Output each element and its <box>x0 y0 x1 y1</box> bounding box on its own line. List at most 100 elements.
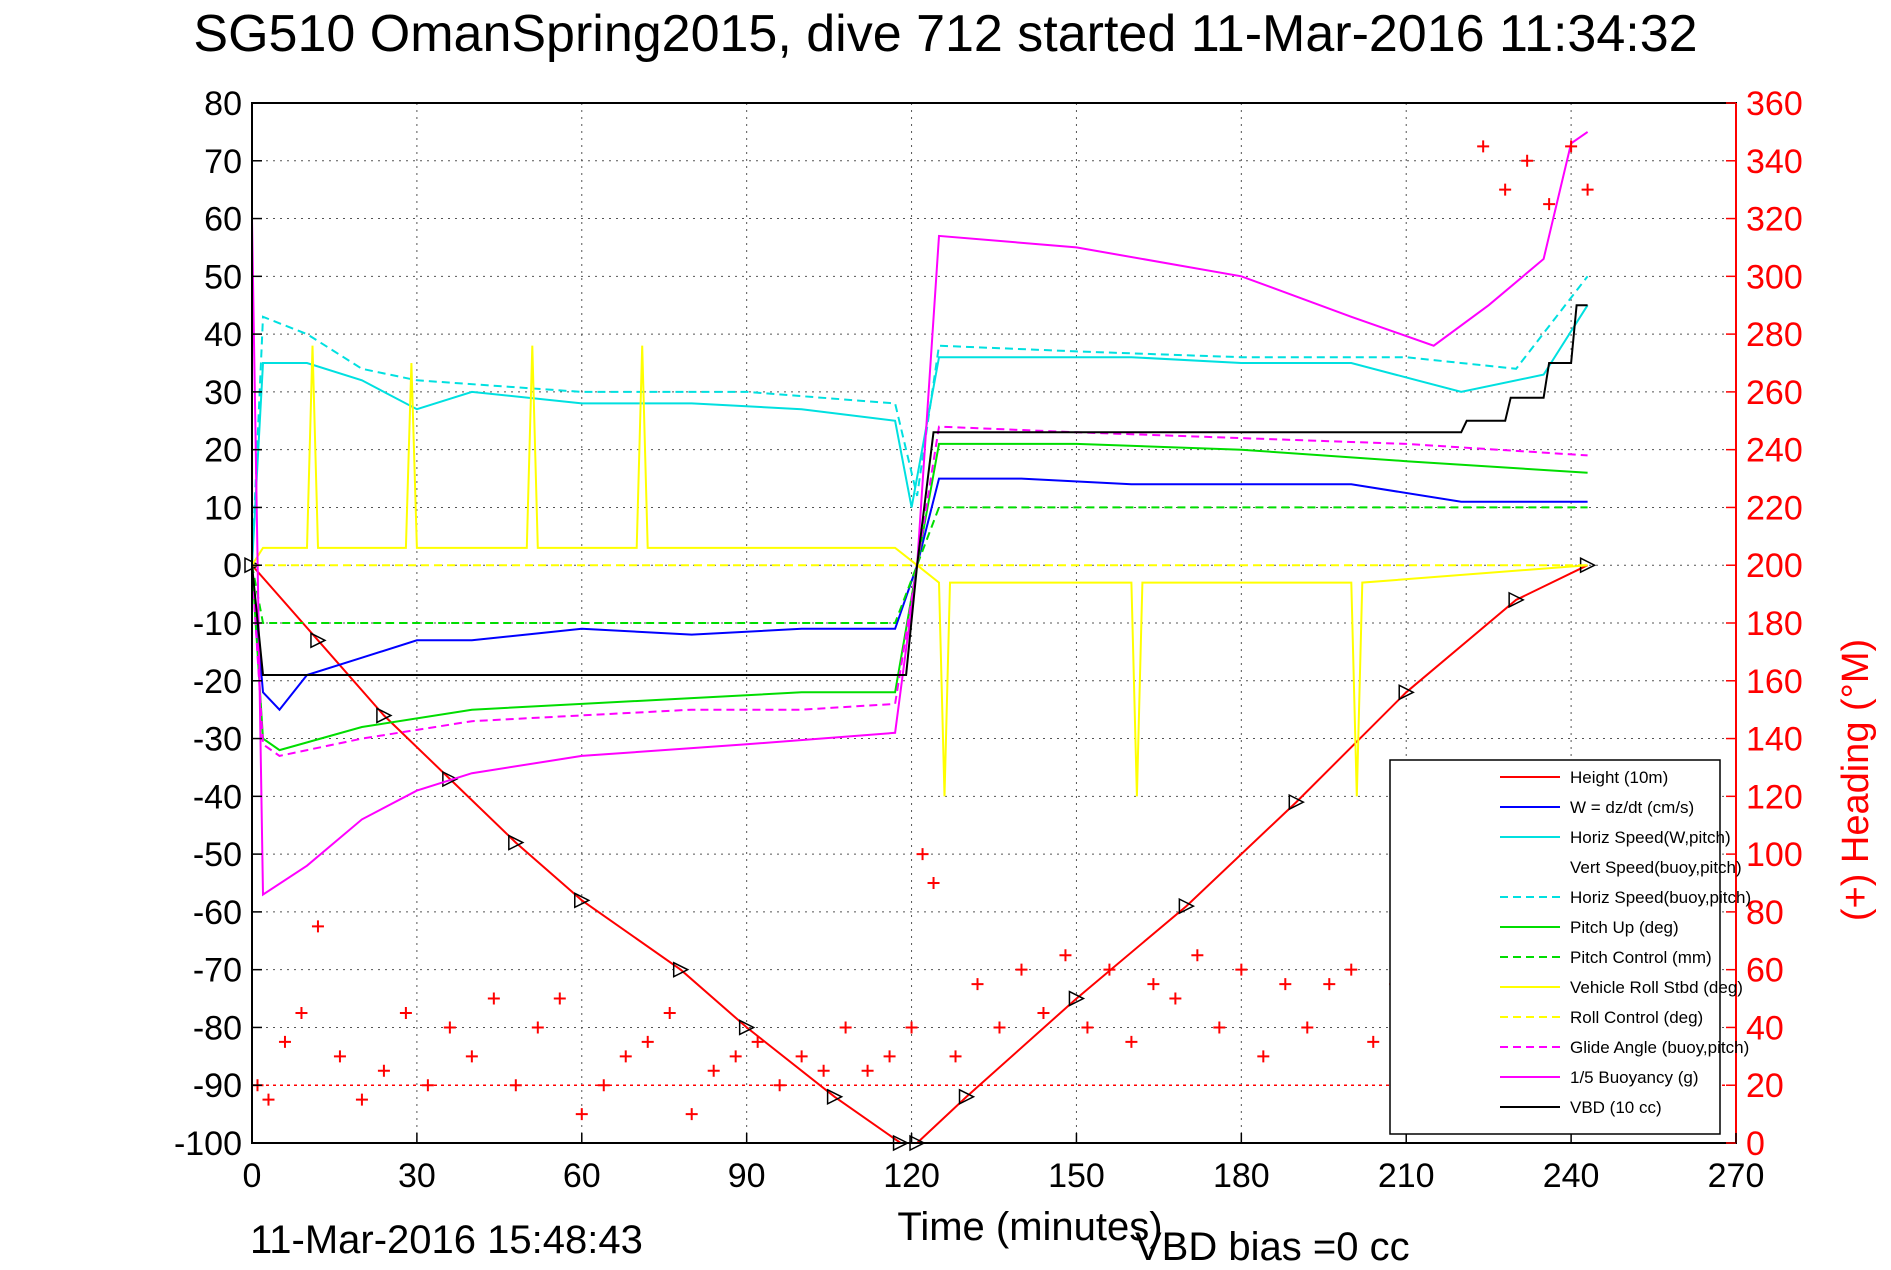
y2-tick-label: 40 <box>1746 1009 1784 1047</box>
legend-label: Pitch Up (deg) <box>1570 918 1679 937</box>
height-marker <box>826 1088 844 1105</box>
heading-point <box>531 1021 544 1034</box>
heading-point <box>333 1050 346 1063</box>
y2-tick-label: 100 <box>1746 836 1803 874</box>
legend-label: Glide Angle (buoy,pitch) <box>1570 1038 1749 1057</box>
heading-point <box>1565 140 1578 153</box>
heading-point <box>1521 154 1534 167</box>
heading-point <box>421 1079 434 1092</box>
y2-tick-label: 220 <box>1746 489 1803 527</box>
legend-box <box>1389 759 1721 1135</box>
series-layer <box>244 131 1736 1152</box>
heading-point <box>262 1093 275 1106</box>
heading-point <box>399 1007 412 1019</box>
y2-tick-label: 200 <box>1746 547 1803 585</box>
y-tick-label: 50 <box>204 258 242 296</box>
y-tick-label: 70 <box>204 143 242 181</box>
legend-label: Horiz Speed(W,pitch) <box>1570 828 1731 847</box>
heading-point <box>839 1021 852 1034</box>
x-tick-label: 30 <box>398 1157 436 1195</box>
legend-label: W = dz/dt (cm/s) <box>1570 798 1694 817</box>
heading-point <box>1367 1035 1380 1048</box>
heading-point <box>295 1007 308 1019</box>
chart-title: SG510 OmanSpring2015, dive 712 started 1… <box>193 5 1698 63</box>
height-marker <box>1178 897 1196 915</box>
height-marker <box>442 770 459 788</box>
series-line-11 <box>251 304 1588 676</box>
y2-tick-label: 80 <box>1746 894 1784 932</box>
legend-label: VBD (10 cc) <box>1570 1098 1662 1117</box>
vbd-bias-label: VBD bias =0 cc <box>1135 1225 1410 1269</box>
y-tick-label: 40 <box>204 316 242 354</box>
heading-point <box>1103 963 1116 976</box>
y-tick-label: -90 <box>193 1067 242 1105</box>
height-marker <box>574 892 591 909</box>
heading-point <box>883 1050 896 1063</box>
height-marker <box>310 632 327 649</box>
heading-point <box>993 1021 1006 1034</box>
y2-tick-label: 360 <box>1746 85 1803 123</box>
heading-point <box>795 1050 808 1063</box>
heading-point <box>1543 198 1556 211</box>
legend-label: Vert Speed(buoy,pitch) <box>1570 858 1742 877</box>
heading-point <box>1301 1021 1314 1034</box>
heading-point <box>861 1064 874 1077</box>
y-tick-label: -40 <box>193 778 242 816</box>
height-marker <box>508 834 525 851</box>
y-tick-label: 10 <box>204 489 242 527</box>
height-marker <box>958 1088 976 1105</box>
heading-point <box>641 1035 654 1048</box>
y-tick-label: -80 <box>193 1009 242 1047</box>
y-tick-label: -70 <box>193 952 242 990</box>
legend-label: Pitch Control (mm) <box>1570 948 1712 967</box>
heading-point <box>905 1021 918 1034</box>
left-axis: -100-90-80-70-60-50-40-30-20-10010203040… <box>174 85 262 1163</box>
y2-tick-label: 280 <box>1746 316 1803 354</box>
heading-point <box>1235 963 1248 976</box>
heading-point <box>443 1021 456 1034</box>
y-tick-label: -20 <box>193 663 242 701</box>
heading-point <box>311 920 324 933</box>
y2-tick-label: 260 <box>1746 374 1803 412</box>
y2-tick-label: 340 <box>1746 143 1803 181</box>
y2-tick-label: 180 <box>1746 605 1803 643</box>
end-timestamp: 11-Mar-2016 15:48:43 <box>250 1218 643 1262</box>
y-tick-label: -60 <box>193 894 242 932</box>
height-marker <box>376 707 393 724</box>
y-tick-label: 0 <box>223 547 242 585</box>
y2-tick-label: 120 <box>1746 778 1803 816</box>
y-tick-label: 20 <box>204 432 242 470</box>
legend-label: Roll Control (deg) <box>1570 1008 1703 1027</box>
y2-tick-label: 160 <box>1746 663 1803 701</box>
x-tick-label: 210 <box>1378 1157 1435 1195</box>
heading-point <box>1191 949 1204 962</box>
height-marker <box>1508 591 1525 609</box>
heading-point <box>487 992 500 1005</box>
heading-point <box>465 1050 478 1063</box>
series-line-5 <box>251 442 1588 752</box>
heading-point <box>619 1050 632 1063</box>
legend-label: 1/5 Buoyancy (g) <box>1570 1068 1699 1087</box>
heading-point <box>927 877 940 889</box>
x-tick-label: 270 <box>1708 1157 1765 1195</box>
heading-point <box>1213 1021 1226 1034</box>
y-tick-label: 80 <box>204 85 242 123</box>
heading-point <box>509 1079 522 1092</box>
height-marker <box>672 961 690 978</box>
heading-point <box>1015 963 1028 976</box>
heading-point <box>1147 978 1160 991</box>
y2-tick-label: 0 <box>1746 1125 1765 1163</box>
y2-tick-label: 240 <box>1746 432 1803 470</box>
y-tick-label: -30 <box>193 721 242 759</box>
legend-label: Horiz Speed(buoy,pitch) <box>1570 888 1751 907</box>
series-line-4 <box>251 275 1589 566</box>
x-tick-label: 120 <box>883 1157 940 1195</box>
heading-point <box>949 1050 962 1063</box>
x-tick-label: 150 <box>1048 1157 1105 1195</box>
heading-point <box>377 1064 390 1077</box>
heading-point <box>1169 992 1182 1005</box>
heading-point <box>773 1079 786 1092</box>
heading-point <box>1279 978 1292 991</box>
heading-point <box>1081 1021 1094 1034</box>
